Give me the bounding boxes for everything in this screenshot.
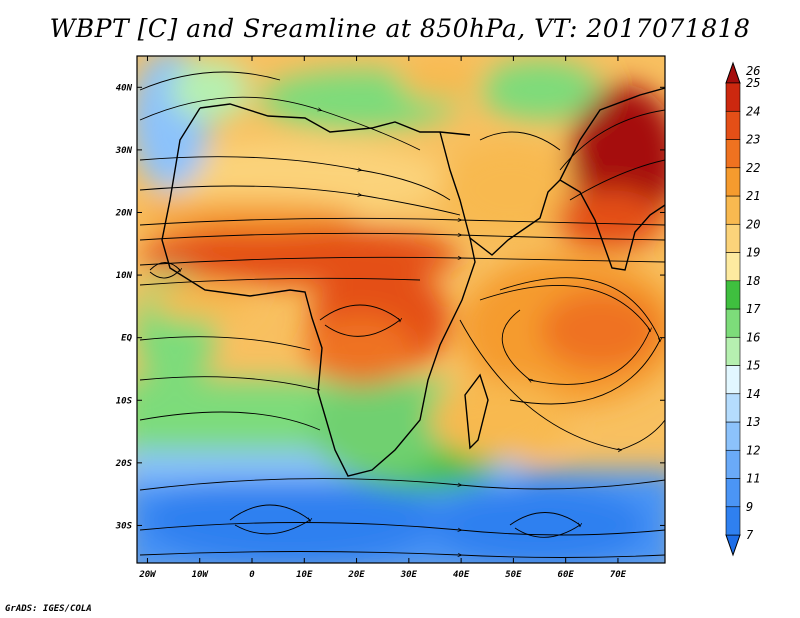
lon-tick-label: 10E (296, 570, 313, 580)
lat-tick-label: 40N (116, 83, 133, 93)
map-title: WBPT [C] and Sreamline at 850hPa, VT: 20… (49, 14, 751, 43)
lon-tick-label: 70E (610, 570, 627, 580)
colorbar-segment (725, 365, 741, 395)
lon-tick-label: 60E (558, 570, 575, 580)
streamlines (139, 71, 665, 558)
colorbar-segment (725, 280, 741, 310)
coastlines (161, 87, 665, 477)
colorbar-label: 26 (746, 64, 760, 78)
colorbar-label: 18 (746, 274, 760, 288)
colorbar-label: 19 (746, 246, 760, 260)
lat-tick-label: EQ (121, 334, 132, 344)
axis-ticks: 20W 10W 0 10E 20E 30E 40E 50E 60E 70E 40N 30N 20N 10N… (115, 56, 665, 580)
colorbar-label: 9 (746, 500, 753, 514)
colorbar-label: 23 (746, 133, 760, 147)
colorbar-segment (725, 139, 741, 169)
colorbar-top-arrow (725, 61, 741, 84)
colorbar-label: 11 (746, 472, 760, 486)
colorbar-label: 24 (746, 104, 760, 118)
plot-frame (136, 55, 666, 564)
lat-tick-label: 30S (115, 521, 133, 531)
lat-tick-label: 10N (116, 271, 133, 281)
lon-tick-label: 50E (505, 570, 522, 580)
lon-tick-label: 40E (453, 570, 470, 580)
colorbar-segment (725, 506, 741, 536)
colorbar-segment (725, 308, 741, 338)
colorbar-label: 12 (746, 443, 760, 457)
colorbar-segment (725, 421, 741, 451)
colorbar-label: 7 (746, 528, 754, 542)
colorbar-segment (725, 252, 741, 282)
colorbar-label: 20 (746, 217, 760, 231)
colorbar-segment (725, 449, 741, 479)
colorbar-segment (725, 195, 741, 225)
lat-tick-label: 30N (115, 146, 133, 156)
lat-tick-label: 20S (115, 459, 133, 469)
credit-text: GrADS: IGES/COLA (5, 604, 92, 614)
colorbar-label: 25 (746, 76, 760, 90)
colorbar-label: 15 (746, 359, 760, 373)
lat-tick-label: 10S (116, 396, 133, 406)
colorbar-segment (725, 167, 741, 197)
lon-tick-label: 20W (138, 570, 157, 580)
lon-tick-label: 20E (347, 570, 365, 580)
colorbar-label: 13 (746, 415, 760, 429)
lon-tick-label: 30E (400, 570, 418, 580)
colorbar-label: 22 (746, 161, 760, 175)
lon-tick-label: 0 (249, 570, 255, 580)
colorbar-segment (725, 82, 741, 112)
colorbar-label: 21 (746, 189, 760, 203)
colorbar-segment (725, 478, 741, 508)
plot-area (137, 56, 665, 563)
lon-tick-label: 10W (192, 570, 210, 580)
lat-tick-label: 20N (115, 208, 133, 218)
colorbar-bottom-arrow (725, 534, 741, 557)
colorbar-label: 17 (746, 302, 761, 316)
colorbar-label: 16 (746, 330, 760, 344)
colorbar-label: 14 (746, 387, 760, 401)
colorbar-segment (725, 110, 741, 140)
colorbar-segment (725, 393, 741, 423)
colorbar-segment (725, 336, 741, 366)
colorbar-segment (725, 223, 741, 253)
